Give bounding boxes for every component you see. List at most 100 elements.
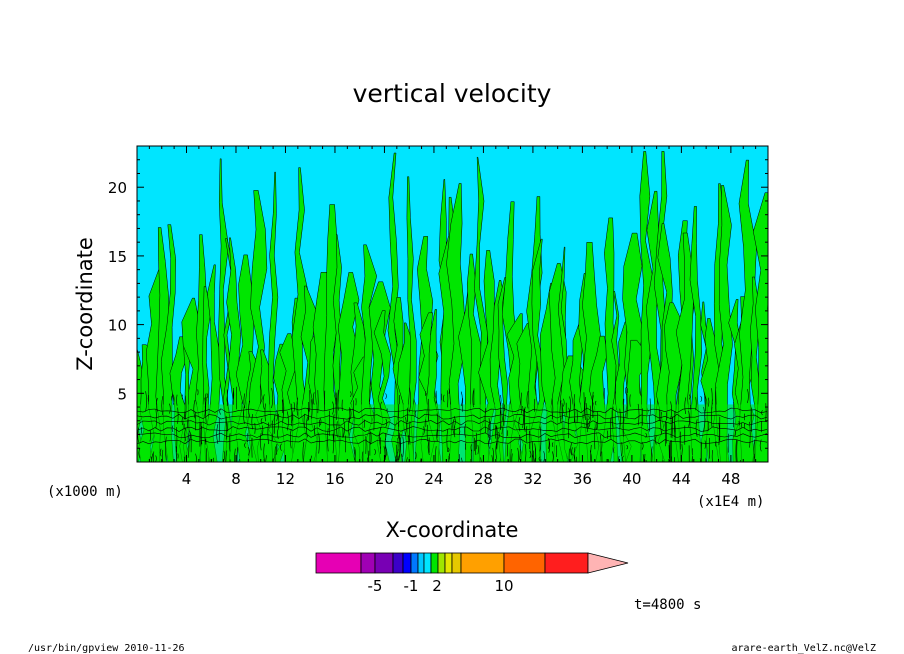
contour-line	[735, 439, 737, 462]
colorbar-swatch	[374, 552, 394, 574]
contour-line	[464, 424, 466, 438]
contour-line	[173, 394, 175, 405]
contour-line	[320, 418, 322, 426]
x-unit-right: (x1E4 m)	[697, 494, 764, 510]
contour-line	[385, 393, 387, 400]
y-axis-label: Z-coordinate	[73, 237, 97, 371]
contour-line	[267, 422, 269, 445]
contour-line	[406, 457, 408, 462]
contour-line	[501, 425, 503, 435]
contour-line	[529, 450, 532, 459]
contour-line	[584, 396, 586, 421]
contour-line	[243, 393, 246, 409]
contour-line	[271, 388, 274, 409]
contour-line	[454, 426, 456, 438]
y-tick-label: 10	[108, 317, 127, 335]
contour-line	[290, 428, 292, 449]
contour-line	[155, 409, 157, 429]
contour-line	[626, 444, 629, 450]
colorbar-swatch	[360, 552, 376, 574]
contour-line	[346, 460, 348, 462]
contour-line	[281, 399, 284, 414]
contour-line	[213, 457, 215, 462]
contour-line	[526, 391, 529, 409]
contour-line	[684, 397, 687, 415]
contour-line	[470, 444, 472, 451]
contour-line	[216, 424, 219, 444]
contour-line	[312, 392, 315, 405]
contour-line	[137, 413, 768, 420]
contour-line	[492, 447, 494, 462]
contour-line	[510, 448, 512, 462]
contour-line	[183, 456, 185, 462]
contour-line	[458, 427, 461, 435]
x-tick-label: 36	[573, 470, 592, 488]
boundary-layer-fill	[137, 404, 768, 462]
contour-line	[155, 455, 157, 462]
contour-line	[529, 430, 531, 450]
contour-line	[354, 449, 356, 462]
contour-line	[420, 457, 422, 462]
contour-line	[592, 391, 594, 418]
y-axis-ticks: 5 10 15 20	[108, 159, 768, 449]
contour-line	[668, 459, 671, 462]
updraft-streak	[753, 192, 768, 462]
contour-line	[277, 428, 279, 440]
contour-line	[600, 434, 602, 457]
colorbar-swatch	[423, 552, 432, 574]
y-tick-label: 5	[117, 385, 127, 403]
contour-line	[395, 455, 397, 462]
contour-line	[534, 443, 537, 462]
x-axis-label: X-coordinate	[386, 518, 519, 542]
updraft-streak	[406, 176, 417, 462]
contour-line	[734, 430, 737, 436]
contour-line	[233, 389, 235, 400]
time-label: t=4800 s	[634, 597, 701, 613]
colorbar-labels: -5 -1 2 10	[368, 577, 514, 595]
colorbar-swatch	[503, 552, 546, 574]
contour-line	[747, 389, 749, 404]
contour-line	[477, 445, 479, 455]
contour-line	[137, 438, 768, 445]
contour-line	[271, 420, 274, 442]
contour-line	[223, 450, 226, 461]
footer-right: arare-earth_VelZ.nc@VelZ	[732, 643, 877, 654]
contour-line	[518, 417, 521, 432]
contour-line	[187, 432, 190, 458]
contour-line	[236, 447, 238, 462]
contour-line	[621, 442, 623, 457]
contour-line	[244, 442, 246, 449]
contour-line	[613, 461, 614, 462]
contour-line	[343, 418, 345, 438]
contour-line	[613, 447, 615, 454]
contour-line	[473, 437, 475, 452]
colorbar-swatch	[417, 552, 425, 574]
contour-line	[548, 438, 550, 450]
contour-line	[206, 393, 208, 398]
contour-line	[715, 386, 717, 412]
contour-line	[306, 416, 308, 438]
updraft-streak	[218, 158, 231, 462]
contour-line	[161, 396, 164, 416]
contour-line	[543, 451, 545, 462]
colorbar-swatch	[451, 552, 462, 574]
contour-line	[641, 441, 644, 450]
contour-line	[585, 403, 588, 429]
contour-line	[695, 419, 698, 437]
contour-line	[480, 457, 482, 462]
contour-line	[353, 461, 355, 462]
contour-line	[177, 407, 179, 424]
contour-line	[225, 450, 228, 462]
plot-area	[136, 145, 769, 463]
contour-line	[137, 432, 768, 439]
contour-line	[149, 429, 151, 442]
contour-line	[707, 421, 710, 432]
contour-line	[234, 448, 236, 462]
contour-line	[171, 425, 174, 433]
contour-line	[533, 398, 536, 412]
contour-line	[137, 419, 768, 426]
contour-line	[618, 455, 620, 462]
contour-line	[622, 455, 624, 462]
colorbar-swatch	[544, 552, 589, 574]
